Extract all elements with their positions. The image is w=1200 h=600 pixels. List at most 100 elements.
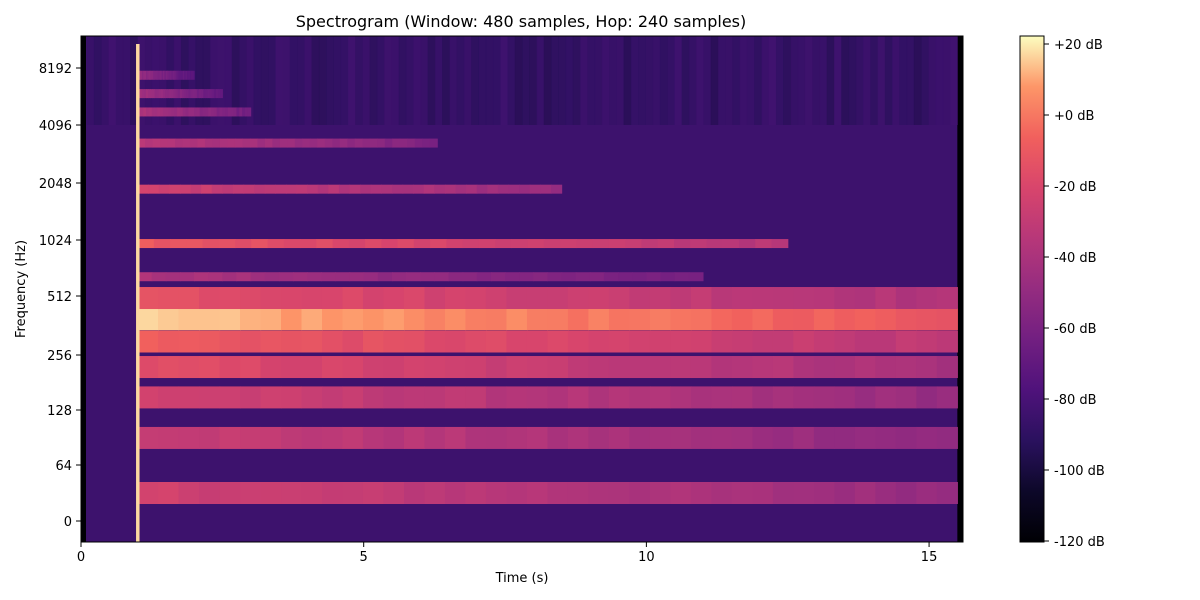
y-tick-label: 0 <box>64 515 72 530</box>
heatmap-band-cell <box>444 426 467 449</box>
heatmap-band-cell <box>158 70 161 80</box>
heatmap-band-cell <box>207 89 211 99</box>
heatmap-cell <box>398 36 407 125</box>
heatmap-band-cell <box>143 70 146 80</box>
heatmap-band-cell <box>567 308 590 331</box>
heatmap-band-cell <box>854 330 876 353</box>
heatmap-band-cell <box>260 330 282 353</box>
heatmap-band-cell <box>349 272 365 282</box>
heatmap-band-cell <box>738 239 756 249</box>
heatmap-band-cell <box>332 138 341 148</box>
heatmap-band-cell <box>260 426 282 449</box>
heatmap-band-cell <box>588 386 610 409</box>
heatmap-band-cell <box>813 308 835 331</box>
heatmap-cell <box>681 36 690 125</box>
heatmap-cell <box>318 36 327 125</box>
heatmap-band-cell <box>342 356 364 379</box>
heatmap-cell <box>420 36 429 125</box>
heatmap-band-cell <box>174 107 178 117</box>
y-axis: 0 64 128 256 512 1024 2048 4096 8192 <box>39 62 81 530</box>
heatmap-band-cell <box>328 184 340 194</box>
heatmap-cell <box>449 36 458 125</box>
heatmap-band-cell <box>301 330 323 353</box>
heatmap-band-cell <box>215 89 219 99</box>
heatmap-band-cell <box>161 70 164 80</box>
heatmap-band-cell <box>618 272 633 282</box>
heatmap-band-cell <box>179 89 183 99</box>
heatmap-band-cell <box>219 287 241 310</box>
heatmap-band-cell <box>383 426 405 449</box>
heatmap-band-cell <box>629 330 651 353</box>
heatmap-band-cell <box>588 330 610 353</box>
heatmap-band-cell <box>407 138 416 148</box>
heatmap-cell <box>391 36 400 125</box>
x-tick-label: 10 <box>638 550 655 565</box>
heatmap-band-cell <box>690 482 713 504</box>
heatmap-band-cell <box>550 184 563 194</box>
heatmap-band-cell <box>588 426 610 449</box>
heatmap-cell <box>485 36 494 125</box>
heatmap-band-cell <box>301 287 323 310</box>
heatmap-band-cell <box>641 239 659 249</box>
heatmap-band-cell <box>444 308 467 331</box>
heatmap-cell <box>754 36 763 125</box>
heatmap-band-cell <box>403 287 426 310</box>
heatmap-band-cell <box>397 239 415 249</box>
heatmap-band-cell <box>391 184 404 194</box>
heatmap-band-cell <box>178 330 200 353</box>
heatmap-band-cell <box>377 272 393 282</box>
heatmap-band-cell <box>192 70 195 80</box>
heatmap-cell <box>340 36 349 125</box>
heatmap-band-cell <box>177 70 180 80</box>
heatmap-band-cell <box>242 138 251 148</box>
heatmap-band-cell <box>547 330 569 353</box>
heatmap-cell <box>892 36 900 125</box>
heatmap-cell <box>855 36 864 125</box>
heatmap-band-cell <box>567 386 590 409</box>
heatmap-band-cell <box>362 356 385 379</box>
heatmap-band-cell <box>834 386 856 409</box>
heatmap-band-cell <box>211 89 215 99</box>
heatmap-cell <box>674 36 683 125</box>
heatmap-band-cell <box>165 272 181 282</box>
heatmap-band-cell <box>519 272 534 282</box>
heatmap-band-cell <box>174 138 184 148</box>
heatmap-band-cell <box>208 107 212 117</box>
heatmap-band-cell <box>321 426 344 449</box>
heatmap-band-cell <box>213 89 217 99</box>
heatmap-band-cell <box>485 482 508 504</box>
heatmap-cell <box>159 36 168 125</box>
heatmap-band-cell <box>526 308 549 331</box>
heatmap-band-cell <box>690 386 713 409</box>
heatmap-band-cell <box>137 287 159 310</box>
heatmap-cell <box>202 36 211 125</box>
heatmap-cell <box>151 36 160 125</box>
heatmap-cell <box>558 36 567 125</box>
heatmap-band-cell <box>158 386 180 409</box>
heatmap-band-cell <box>690 426 713 449</box>
heatmap-band-cell <box>369 138 378 148</box>
heatmap-band-cell <box>148 70 151 80</box>
heatmap-band-cell <box>731 482 753 504</box>
heatmap-band-cell <box>916 426 938 449</box>
heatmap-band-cell <box>673 239 691 249</box>
heatmap-cell <box>833 36 842 125</box>
heatmap-band-cell <box>264 184 276 194</box>
heatmap-band-cell <box>414 138 423 148</box>
heatmap-cell <box>609 36 617 125</box>
heatmap-band-cell <box>506 308 528 331</box>
heatmap-band-cell <box>936 386 958 409</box>
heatmap-band-cell <box>429 138 438 148</box>
heatmap-band-cell <box>793 426 815 449</box>
heatmap-band-cell <box>875 386 897 409</box>
heatmap-band-cell <box>506 482 528 504</box>
heatmap-band-cell <box>731 330 753 353</box>
heatmap-band-cell <box>813 426 835 449</box>
heatmap-band-cell <box>146 89 149 99</box>
heatmap-band-cell <box>186 89 190 99</box>
heatmap-band-cell <box>448 272 464 282</box>
heatmap-band-cell <box>383 330 405 353</box>
heatmap-cell <box>130 36 139 125</box>
heatmap-band-cell <box>162 107 167 117</box>
heatmap-band-cell <box>916 356 938 379</box>
